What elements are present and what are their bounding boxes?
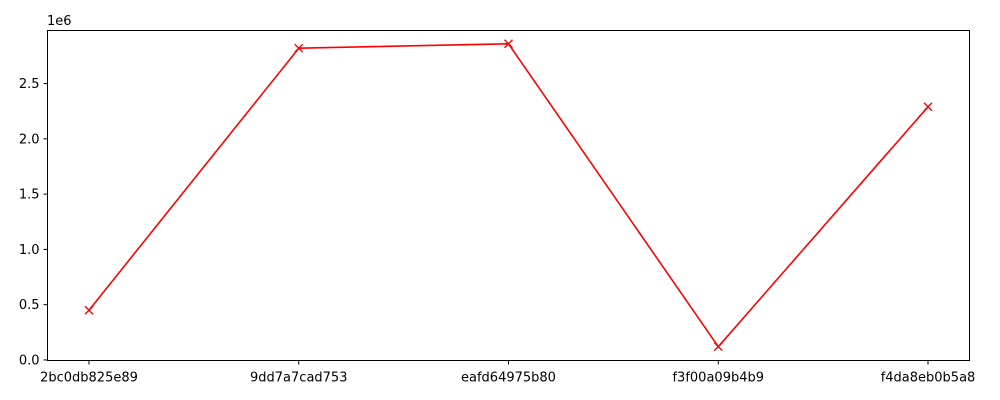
x-tick-label: eafd64975b80 xyxy=(461,371,556,386)
data-point-marker xyxy=(294,43,304,53)
x-tick-label: 2bc0db825e89 xyxy=(40,371,138,386)
data-point-marker xyxy=(923,102,933,112)
x-tick-label: 9dd7a7cad753 xyxy=(250,371,347,386)
y-tick-label: 1.5 xyxy=(19,188,40,203)
plot-area-frame xyxy=(47,30,970,361)
y-tick-label: 2.0 xyxy=(19,132,40,147)
x-axis-ticks: 2bc0db825e89 9dd7a7cad753 eafd64975b80 f3f0… xyxy=(40,360,976,386)
x-tick-label: f3f00a09b4b9 xyxy=(672,371,764,386)
series-layer xyxy=(84,39,933,352)
data-point-marker xyxy=(504,39,513,49)
data-point-marker xyxy=(84,305,94,315)
x-tick-label: f4da8eb0b5a8 xyxy=(881,371,976,386)
y-tick-label: 0.0 xyxy=(19,353,40,368)
y-tick-label: 2.5 xyxy=(19,77,40,92)
y-axis-ticks: 0.0 0.5 1.0 1.5 2.0 2.5 xyxy=(19,77,48,368)
y-axis-offset-label: 1e6 xyxy=(47,14,72,29)
data-point-marker xyxy=(713,342,723,352)
y-tick-label: 1.0 xyxy=(19,243,40,258)
y-tick-label: 0.5 xyxy=(19,298,40,313)
series-line xyxy=(88,42,929,348)
